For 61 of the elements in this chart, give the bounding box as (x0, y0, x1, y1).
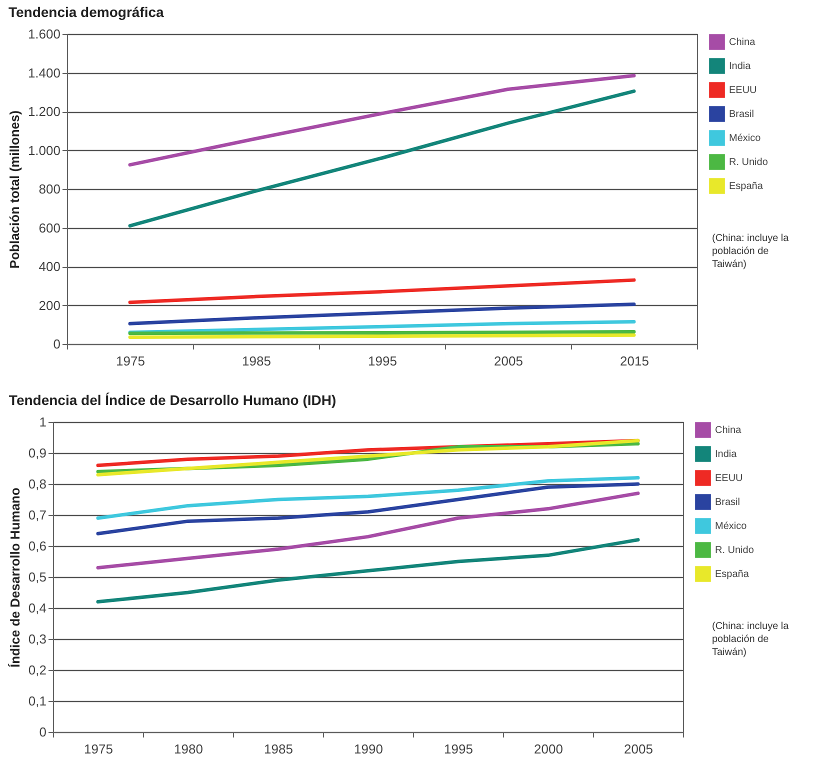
chart-title: Tendencia demográfica (8, 4, 164, 20)
legend-label: España (715, 569, 750, 580)
chart-title: Tendencia del Índice de Desarrollo Humano (IDH) (8, 392, 336, 408)
x-tick-label: 2005 (624, 742, 653, 756)
legend-label: Brasil (729, 109, 754, 120)
y-tick-label: 0,4 (28, 600, 46, 616)
y-tick-label: 1.400 (28, 65, 60, 80)
y-tick-label: 0 (39, 724, 46, 740)
x-tick-label: 1975 (116, 354, 145, 368)
y-tick-label: 1.200 (28, 104, 60, 119)
y-tick-label: 400 (38, 259, 60, 274)
y-tick-label: 0 (53, 336, 60, 352)
y-tick-label: 800 (38, 182, 60, 196)
legend-label: China (715, 425, 742, 436)
x-tick-label: 2005 (494, 354, 523, 368)
line-series (128, 278, 636, 304)
legend-label: China (729, 37, 756, 48)
line-series (96, 492, 640, 570)
line-series (128, 74, 636, 167)
y-tick-label: 0,6 (28, 538, 46, 554)
y-tick-label: 1.000 (28, 142, 60, 158)
y-tick-label: 0,9 (28, 446, 46, 460)
y-tick-label: 0,8 (28, 476, 46, 492)
line-series (128, 89, 636, 228)
line-series (96, 476, 640, 520)
y-tick-label: 0,1 (28, 694, 46, 708)
legend-label: Brasil (715, 497, 740, 508)
x-tick-label: 1985 (242, 354, 271, 368)
x-tick-label: 1980 (174, 742, 203, 756)
line-series (128, 302, 636, 326)
legend-label: México (715, 521, 748, 532)
legend-label: India (715, 449, 738, 460)
y-tick-label: 1 (39, 414, 46, 430)
y-tick-label: 0,3 (28, 632, 46, 646)
text: (China: incluye la población de Taiwán) (712, 620, 790, 659)
line-series (96, 482, 640, 536)
x-tick-label: 2015 (620, 354, 649, 368)
y-axis-title: Índice de Desarrollo Humano (7, 488, 22, 668)
y-tick-label: 1.600 (28, 26, 60, 42)
y-tick-label: 0,5 (28, 570, 46, 584)
y-tick-label: 0,7 (28, 508, 46, 522)
y-tick-label: 600 (38, 220, 60, 236)
legend-label: R. Unido (715, 545, 754, 556)
legend-label: R. Unido (729, 157, 768, 168)
y-axis-title: Población total (millones) (6, 110, 22, 269)
legend-label: EEUU (729, 85, 757, 96)
x-tick-label: 1995 (444, 742, 473, 756)
x-tick-label: 1985 (264, 742, 293, 756)
y-tick-label: 0,2 (28, 662, 46, 678)
text: (China: incluye la población de Taiwán) (712, 232, 790, 271)
legend-label: España (729, 181, 764, 192)
legend-label: EEUU (715, 473, 743, 484)
legend-label: México (729, 133, 762, 144)
line-series (96, 538, 640, 604)
legend-label: India (729, 61, 752, 72)
y-tick-label: 200 (38, 298, 60, 313)
line-series (128, 320, 636, 334)
x-tick-label: 1990 (354, 742, 383, 756)
x-tick-label: 2000 (534, 742, 563, 756)
x-tick-label: 1975 (84, 742, 113, 756)
x-tick-label: 1995 (368, 354, 397, 368)
